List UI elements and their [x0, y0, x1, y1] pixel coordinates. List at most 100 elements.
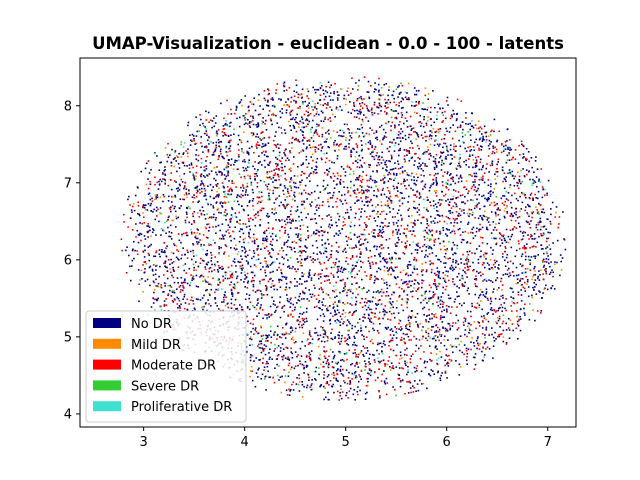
- data-point: [269, 356, 271, 359]
- data-point: [202, 308, 204, 311]
- data-point: [292, 124, 295, 127]
- data-point: [373, 235, 376, 238]
- data-point: [534, 286, 536, 288]
- data-point: [451, 158, 453, 160]
- data-point: [487, 179, 490, 181]
- data-point: [260, 293, 263, 295]
- data-point: [517, 240, 520, 242]
- data-point: [190, 299, 192, 301]
- data-point: [438, 283, 441, 285]
- data-point: [376, 138, 379, 141]
- data-point: [496, 335, 499, 338]
- data-point: [263, 369, 265, 371]
- data-point: [453, 244, 456, 246]
- data-point: [526, 212, 528, 214]
- data-point: [328, 170, 330, 173]
- data-point: [418, 193, 421, 196]
- data-point: [366, 185, 369, 187]
- data-point: [361, 118, 364, 121]
- data-point: [385, 159, 388, 162]
- data-point: [502, 234, 505, 236]
- data-point: [318, 338, 320, 340]
- data-point: [242, 190, 244, 192]
- data-point: [418, 147, 420, 150]
- data-point: [284, 165, 286, 168]
- data-point: [404, 360, 406, 363]
- data-point: [143, 222, 146, 224]
- data-point: [387, 294, 390, 297]
- data-point: [190, 233, 193, 235]
- data-point: [381, 373, 383, 376]
- data-point: [294, 199, 296, 202]
- data-point: [427, 146, 429, 148]
- data-point: [294, 118, 296, 121]
- data-point: [222, 301, 225, 303]
- data-point: [340, 200, 343, 203]
- data-point: [184, 221, 187, 224]
- data-point: [383, 269, 386, 272]
- data-point: [345, 394, 347, 397]
- data-point: [377, 357, 379, 359]
- data-point: [422, 169, 424, 172]
- data-point: [347, 111, 350, 114]
- data-point: [421, 282, 423, 284]
- data-point: [328, 159, 331, 162]
- data-point: [184, 278, 186, 281]
- data-point: [525, 169, 528, 171]
- data-point: [335, 377, 337, 380]
- data-point: [334, 311, 336, 313]
- data-point: [168, 195, 170, 198]
- data-point: [314, 259, 316, 261]
- data-point: [394, 243, 397, 245]
- data-point: [249, 336, 252, 338]
- data-point: [392, 301, 394, 303]
- data-point: [392, 185, 395, 188]
- data-point: [306, 320, 308, 323]
- data-point: [490, 266, 493, 269]
- data-point: [247, 263, 249, 265]
- data-point: [451, 137, 454, 140]
- data-point: [433, 144, 436, 146]
- data-point: [546, 246, 549, 248]
- data-point: [309, 293, 311, 296]
- data-point: [406, 306, 409, 309]
- data-point: [408, 260, 411, 263]
- data-point: [311, 218, 313, 220]
- data-point: [491, 162, 493, 165]
- data-point: [352, 292, 354, 295]
- data-point: [290, 389, 292, 391]
- data-point: [303, 189, 305, 192]
- data-point: [278, 262, 281, 265]
- data-point: [324, 280, 326, 282]
- data-point: [363, 229, 366, 231]
- data-point: [428, 158, 430, 160]
- data-point: [502, 274, 505, 276]
- data-point: [500, 303, 502, 306]
- data-point: [497, 207, 500, 209]
- data-point: [407, 365, 409, 368]
- data-point: [178, 239, 181, 242]
- data-point: [322, 298, 325, 300]
- data-point: [269, 255, 272, 258]
- data-point: [386, 363, 389, 366]
- data-point: [295, 327, 297, 330]
- data-point: [192, 172, 194, 175]
- data-point: [540, 226, 542, 228]
- data-point: [400, 214, 402, 217]
- data-point: [301, 200, 303, 203]
- data-point: [229, 125, 231, 128]
- data-point: [445, 305, 448, 307]
- data-point: [206, 155, 208, 158]
- data-point: [252, 165, 254, 168]
- data-point: [377, 98, 380, 100]
- data-point: [398, 257, 401, 260]
- data-point: [434, 140, 436, 142]
- data-point: [225, 214, 227, 217]
- data-point: [447, 270, 449, 273]
- data-point: [368, 330, 370, 333]
- data-point: [402, 251, 404, 254]
- data-point: [522, 286, 525, 289]
- data-point: [297, 383, 300, 386]
- data-point: [397, 163, 400, 165]
- data-point: [280, 336, 283, 339]
